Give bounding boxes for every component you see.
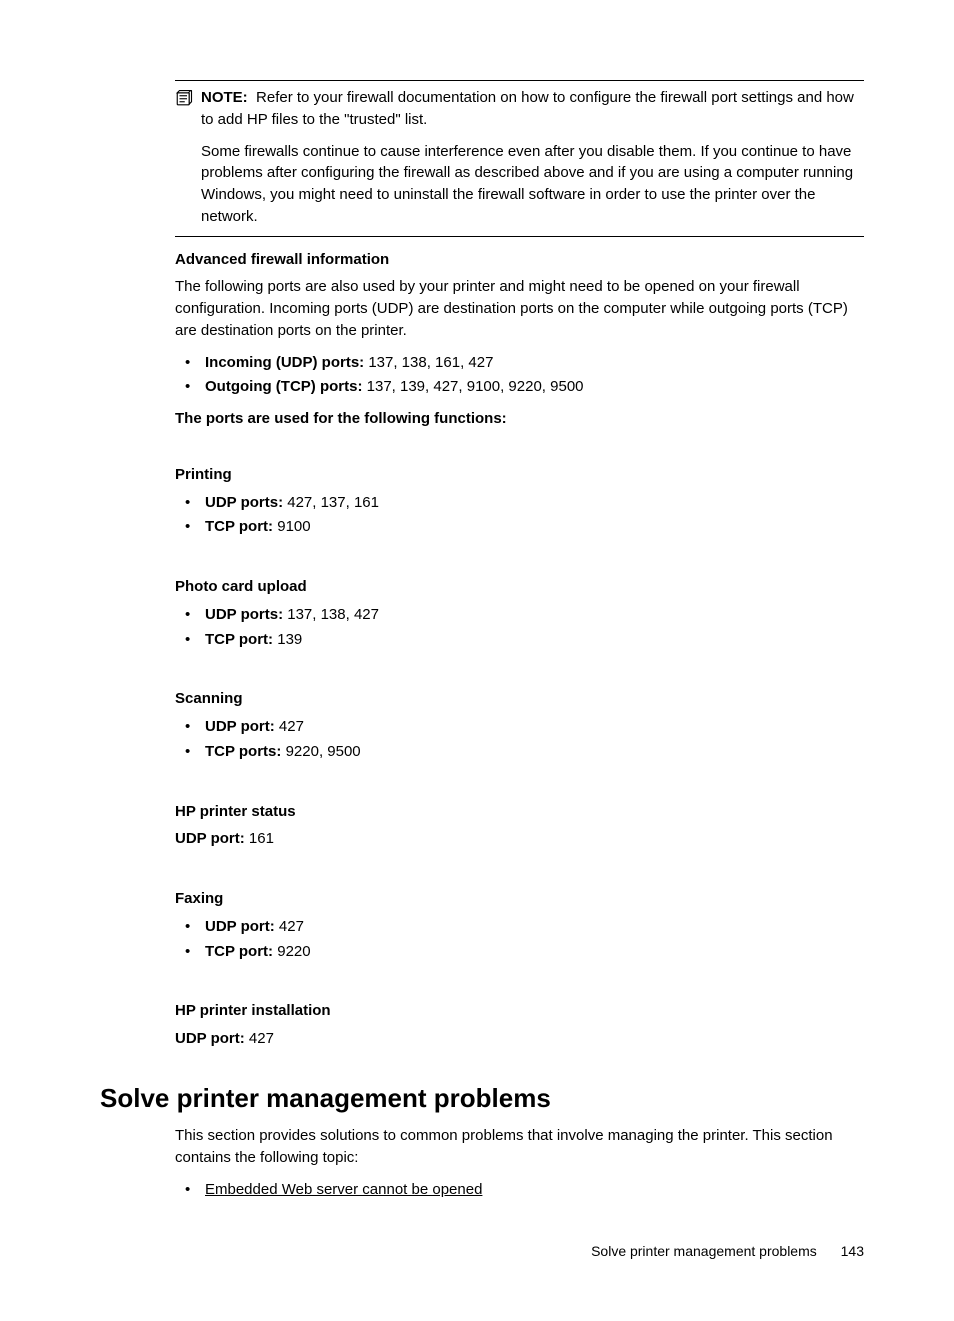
incoming-values: 137, 138, 161, 427	[364, 354, 493, 371]
note-paragraph-2: Some firewalls continue to cause interfe…	[201, 141, 864, 228]
solve-heading: Solve printer management problems	[100, 1080, 864, 1118]
printing-list: UDP ports: 427, 137, 161 TCP port: 9100	[175, 492, 864, 539]
list-item: UDP port: 427	[175, 916, 864, 938]
faxing-heading: Faxing	[175, 888, 864, 910]
printing-heading: Printing	[175, 464, 864, 486]
advanced-intro: The following ports are also used by you…	[175, 276, 864, 341]
solve-intro: This section provides solutions to commo…	[175, 1125, 864, 1169]
list-item: TCP port: 139	[175, 629, 864, 651]
list-item: TCP ports: 9220, 9500	[175, 741, 864, 763]
list-item: TCP port: 9220	[175, 941, 864, 963]
functions-heading: The ports are used for the following fun…	[175, 408, 864, 430]
advanced-heading: Advanced firewall information	[175, 249, 864, 271]
footer-page-number: 143	[841, 1243, 864, 1259]
footer-text: Solve printer management problems	[591, 1243, 817, 1259]
scanning-list: UDP port: 427 TCP ports: 9220, 9500	[175, 716, 864, 763]
photo-list: UDP ports: 137, 138, 427 TCP port: 139	[175, 604, 864, 651]
list-item: Incoming (UDP) ports: 137, 138, 161, 427	[175, 352, 864, 374]
note-icon	[175, 89, 197, 114]
note-label: NOTE:	[201, 89, 248, 106]
advanced-ports-list: Incoming (UDP) ports: 137, 138, 161, 427…	[175, 352, 864, 399]
list-item: UDP port: 427	[175, 716, 864, 738]
outgoing-label: Outgoing (TCP) ports:	[205, 378, 362, 395]
status-heading: HP printer status	[175, 801, 864, 823]
note-box: NOTE: Refer to your firewall documentati…	[175, 80, 864, 237]
status-line: UDP port: 161	[175, 828, 864, 850]
note-paragraph-1: NOTE: Refer to your firewall documentati…	[201, 87, 864, 131]
faxing-list: UDP port: 427 TCP port: 9220	[175, 916, 864, 963]
list-item: Outgoing (TCP) ports: 137, 139, 427, 910…	[175, 376, 864, 398]
page-footer: Solve printer management problems 143	[591, 1241, 864, 1261]
list-item: UDP ports: 427, 137, 161	[175, 492, 864, 514]
install-line: UDP port: 427	[175, 1028, 864, 1050]
list-item: TCP port: 9100	[175, 516, 864, 538]
ews-link[interactable]: Embedded Web server cannot be opened	[205, 1181, 482, 1198]
photo-heading: Photo card upload	[175, 576, 864, 598]
list-item: Embedded Web server cannot be opened	[175, 1179, 864, 1201]
outgoing-values: 137, 139, 427, 9100, 9220, 9500	[362, 378, 583, 395]
scanning-heading: Scanning	[175, 688, 864, 710]
install-heading: HP printer installation	[175, 1000, 864, 1022]
incoming-label: Incoming (UDP) ports:	[205, 354, 364, 371]
solve-list: Embedded Web server cannot be opened	[175, 1179, 864, 1201]
note-text-1: Refer to your firewall documentation on …	[201, 89, 854, 128]
list-item: UDP ports: 137, 138, 427	[175, 604, 864, 626]
